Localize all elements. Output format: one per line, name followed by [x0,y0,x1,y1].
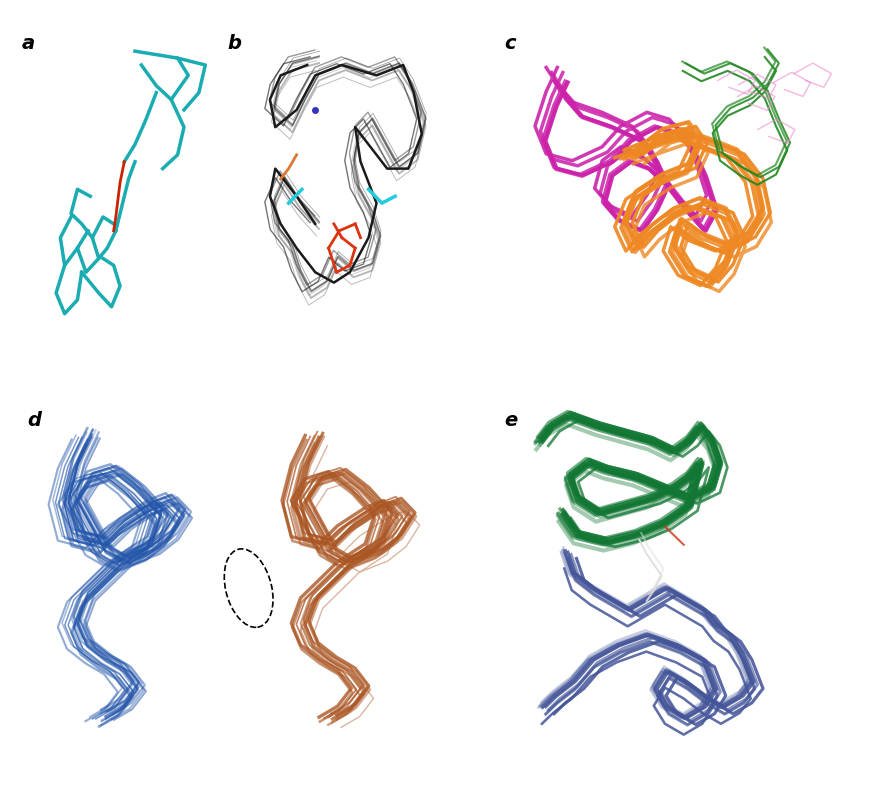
Text: b: b [227,34,242,53]
Text: d: d [27,411,41,430]
Text: c: c [504,34,516,53]
Text: e: e [504,411,518,430]
Text: a: a [22,34,36,53]
